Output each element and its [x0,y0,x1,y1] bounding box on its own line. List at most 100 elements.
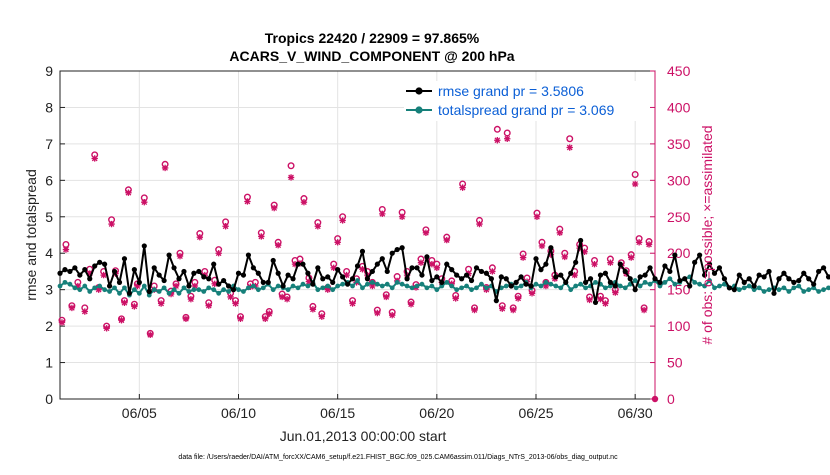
obs-assimilated-marker [62,246,70,253]
rmse-point [290,276,296,282]
rmse-point [414,265,420,271]
obs-assimilated-marker [339,217,346,224]
rmse-point [265,279,271,285]
x-tick-label: 06/25 [518,405,553,421]
totalspread-point [365,281,370,287]
rmse-point [488,276,494,282]
obs-assimilated-marker [100,271,107,279]
totalspread-point [226,289,231,294]
totalspread-point [102,287,108,293]
rmse-point [374,261,380,267]
obs-assimilated-marker [349,300,356,307]
totalspread-point [806,287,812,293]
rmse-point [300,261,306,267]
totalspread-point [469,287,474,293]
rmse-point [587,276,594,282]
obs-assimilated-marker [422,229,430,237]
rmse-point [270,257,276,264]
rmse-point [468,277,475,284]
obs-assimilated-marker [205,302,212,309]
x-tick-label: 06/20 [419,405,454,421]
obs-possible-marker [493,125,501,133]
rmse-point [186,283,192,289]
right-tick-label: 350 [667,136,691,152]
rmse-point [315,265,321,271]
obs-assimilated-marker [533,213,541,220]
totalspread-point [801,289,807,294]
totalspread-point [236,287,241,293]
obs-assimilated-marker [182,315,190,323]
rmse-point [771,290,777,296]
chart-title-line1: Tropics 22420 / 22909 = 97.865% [265,30,480,46]
rmse-point [573,259,579,265]
totalspread-point [67,281,73,287]
totalspread-point [444,279,450,285]
obs-assimilated-marker [262,315,269,323]
data-file-footer: data file: /Users/raeder/DAI/ATM_forcXX/… [178,454,618,461]
totalspread-point [211,287,217,293]
right-tick-label: 400 [667,99,691,115]
rmse-point [568,270,574,276]
totalspread-point [548,281,554,287]
x-tick-label: 06/10 [221,405,256,421]
obs-assimilated-marker [305,278,313,285]
rmse-point [82,267,88,273]
rmse-point [181,268,187,275]
totalspread-point [221,287,227,293]
rmse-point [161,277,167,284]
rmse-point [310,281,316,287]
totalspread-point [379,283,385,289]
totalspread-point [191,287,197,293]
obs-assimilated-marker [407,301,415,308]
rmse-point [225,283,232,289]
rmse-point [627,276,633,282]
obs-assimilated-marker [232,300,239,307]
left-tick-label: 7 [45,136,53,152]
rmse-point [786,276,792,282]
obs-possible-marker [503,129,511,137]
totalspread-point [697,281,703,287]
obs-assimilated-marker [108,220,115,228]
totalspread-point [107,289,112,294]
obs-assimilated-marker [597,295,604,303]
totalspread-point [216,290,222,296]
rmse-point [206,276,212,282]
obs-assimilated-marker [86,270,93,277]
obs-assimilated-marker [215,250,222,257]
rmse-point [473,265,480,271]
rmse-point [761,274,767,280]
totalspread-point [275,283,281,289]
totalspread-point [201,289,207,294]
totalspread-point [285,287,291,293]
rmse-point [444,261,450,267]
rmse-point [498,274,504,280]
obs-assimilated-marker [334,239,341,246]
totalspread-point [97,283,103,289]
obs-assimilated-marker [95,286,102,293]
rmse-point [97,259,103,265]
obs-assimilated-marker [528,290,536,297]
rmse-point [404,276,410,282]
right-tick-label: 450 [667,63,691,79]
rmse-point [62,267,68,273]
rmse-point [340,274,346,280]
totalspread-point [811,285,817,291]
totalspread-point [360,285,365,291]
totalspread-point [816,289,822,294]
totalspread-point [305,283,311,289]
rmse-point [801,270,807,276]
obs-assimilated-marker [103,325,110,332]
totalspread-point [409,285,415,291]
rmse-point [260,279,266,285]
totalspread-point [434,287,440,293]
left-tick-label: 6 [45,172,53,188]
rmse-point [131,267,137,273]
totalspread-point [593,279,598,285]
right-tick-label: 50 [667,355,683,371]
rmse-point [582,279,589,285]
rmse-point [692,259,698,265]
totalspread-point [399,281,405,287]
totalspread-point [92,285,98,291]
rmse-point [379,256,385,262]
rmse-point [508,283,514,289]
